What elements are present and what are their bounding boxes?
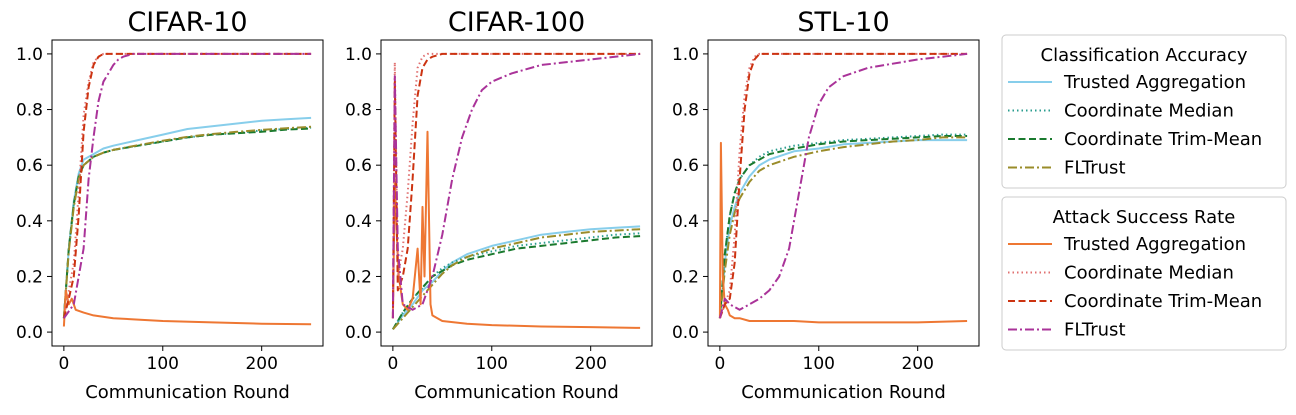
- series-line-classification-accuracy-fltrust: [718, 136, 968, 319]
- chart-title: STL-10: [797, 7, 889, 38]
- series-line-attack-success-rate-coordinate-trim-mean: [62, 52, 312, 319]
- plot-frame: [51, 39, 324, 347]
- y-tick-label: 0.2: [345, 267, 372, 287]
- legend-frame: [1001, 34, 1287, 189]
- y-tick-label: 1.0: [345, 45, 372, 65]
- x-tick-label: 100: [147, 354, 179, 374]
- x-tick-label: 200: [901, 354, 933, 374]
- y-tick-label: 0.6: [16, 156, 43, 176]
- y-tick-label: 0.6: [672, 156, 699, 176]
- legend-title: Attack Success Rate: [1053, 207, 1236, 228]
- x-tick-label: 0: [58, 354, 69, 374]
- legend-entry-label: FLTrust: [1064, 158, 1126, 179]
- series-group: [718, 52, 968, 324]
- series-line-classification-accuracy-trusted-aggregation: [718, 139, 968, 319]
- legend-entry-label: Coordinate Trim-Mean: [1064, 291, 1262, 312]
- series-line-classification-accuracy-coordinate-median: [718, 133, 968, 319]
- series-line-attack-success-rate-fltrust: [63, 52, 312, 319]
- y-tick-label: 0.0: [345, 323, 372, 343]
- y-tick-label: 0.2: [16, 267, 43, 287]
- series-line-attack-success-rate-fltrust: [718, 52, 968, 319]
- chart-panel: 0.0 0.2 0.4 0.6 0.8 1.0 0 100 200 CIFAR-10 Communi…: [16, 7, 324, 403]
- series-line-classification-accuracy-fltrust: [62, 125, 312, 319]
- series-line-attack-success-rate-trusted-aggregation: [718, 141, 968, 324]
- series-line-classification-accuracy-trusted-aggregation: [62, 116, 312, 319]
- x-tick-label: 100: [476, 354, 508, 374]
- y-tick-label: 0.0: [16, 323, 43, 343]
- y-tick-label: 0.0: [672, 323, 699, 343]
- y-tick-label: 1.0: [672, 45, 699, 65]
- series-line-attack-success-rate-coordinate-median: [718, 52, 968, 319]
- legend-entry-label: Coordinate Median: [1064, 101, 1234, 122]
- series-line-classification-accuracy-coordinate-trim-mean: [62, 127, 312, 319]
- plot-frame: [380, 39, 653, 347]
- series-line-classification-accuracy-coordinate-trim-mean: [718, 135, 968, 319]
- series-line-classification-accuracy-coordinate-median: [392, 232, 641, 330]
- series-line-classification-accuracy-coordinate-median: [62, 126, 312, 319]
- chart-panel: 0.0 0.2 0.4 0.6 0.8 1.0 0 100 200 STL-10 Communica…: [672, 7, 980, 403]
- legend-box: Attack Success Rate Trusted Aggregation Co…: [1001, 196, 1287, 351]
- x-axis-label: Communication Round: [85, 382, 290, 403]
- y-tick-label: 0.4: [345, 212, 372, 232]
- series-line-classification-accuracy-trusted-aggregation: [392, 225, 641, 330]
- series-line-classification-accuracy-fltrust: [392, 228, 641, 330]
- series-line-attack-success-rate-coordinate-median: [62, 52, 312, 319]
- legend-entry-label: Coordinate Median: [1064, 263, 1234, 284]
- legend-box: Classification Accuracy Trusted Aggregati…: [1001, 34, 1287, 189]
- series-group: [391, 52, 641, 330]
- y-tick-label: 0.8: [672, 101, 699, 121]
- x-tick-label: 0: [387, 354, 398, 374]
- x-tick-label: 0: [714, 354, 725, 374]
- x-axis-label: Communication Round: [414, 382, 619, 403]
- series-line-attack-success-rate-trusted-aggregation: [391, 130, 641, 329]
- chart-title: CIFAR-100: [448, 7, 585, 38]
- y-tick-label: 0.2: [672, 267, 699, 287]
- legend-entry-label: Coordinate Trim-Mean: [1064, 129, 1262, 150]
- series-line-attack-success-rate-fltrust: [391, 52, 641, 319]
- series-line-attack-success-rate-coordinate-trim-mean: [718, 52, 968, 319]
- y-tick-label: 0.4: [16, 212, 43, 232]
- series-line-attack-success-rate-trusted-aggregation: [62, 289, 312, 327]
- plot-frame: [707, 39, 980, 347]
- x-tick-label: 100: [803, 354, 835, 374]
- x-axis-label: Communication Round: [741, 382, 946, 403]
- y-tick-label: 0.8: [345, 101, 372, 121]
- chart-title: CIFAR-10: [127, 7, 247, 38]
- y-tick-label: 0.6: [345, 156, 372, 176]
- legend-frame: [1001, 196, 1287, 351]
- legend-entry-label: Trusted Aggregation: [1063, 72, 1246, 93]
- series-line-classification-accuracy-coordinate-trim-mean: [392, 235, 641, 330]
- legend-title: Classification Accuracy: [1041, 45, 1248, 66]
- series-group: [62, 52, 312, 327]
- y-tick-label: 0.4: [672, 212, 699, 232]
- x-tick-label: 200: [574, 354, 606, 374]
- chart-panel: 0.0 0.2 0.4 0.6 0.8 1.0 0 100 200 CIFAR-100 Commun…: [345, 7, 653, 403]
- y-tick-label: 0.8: [16, 101, 43, 121]
- x-tick-label: 200: [245, 354, 277, 374]
- legend-entry-label: FLTrust: [1064, 320, 1126, 341]
- y-tick-label: 1.0: [16, 45, 43, 65]
- legend-entry-label: Trusted Aggregation: [1063, 234, 1246, 255]
